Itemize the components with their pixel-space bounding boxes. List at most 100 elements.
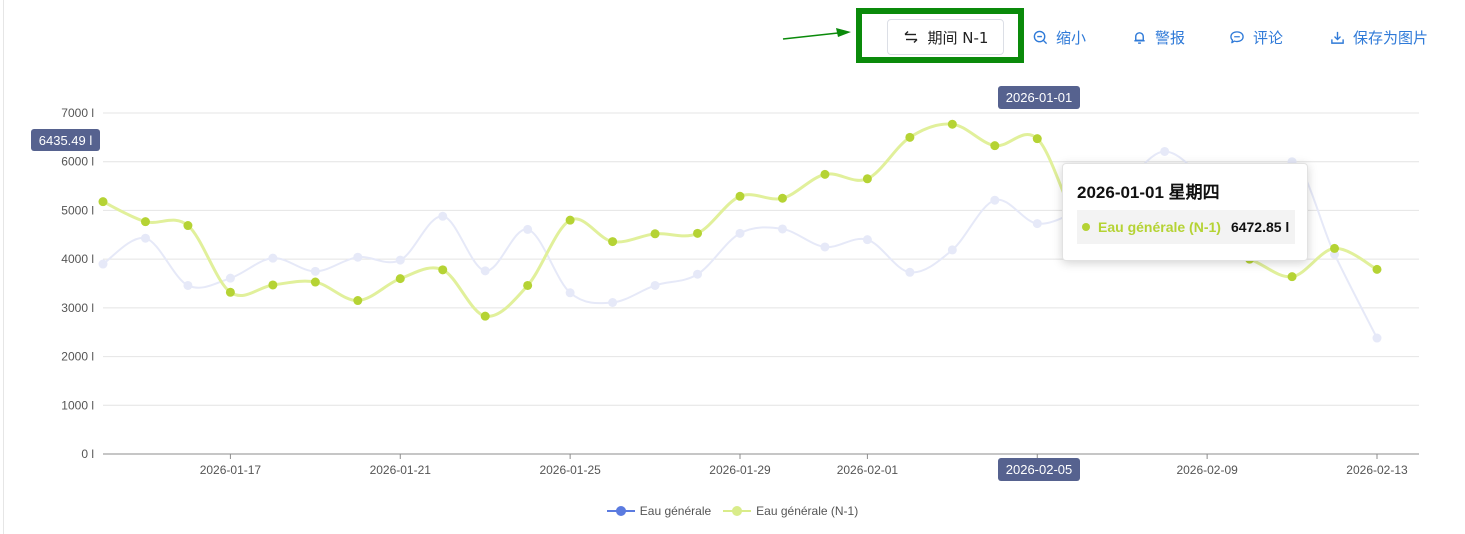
annotation-arrow-line: [782, 32, 839, 40]
alert-label: 警报: [1155, 28, 1186, 47]
alert-button[interactable]: 警报: [1131, 18, 1185, 56]
x-axis-pointer-bottom-label: [998, 458, 1080, 481]
data-point-eau-generale-n1: [947, 119, 957, 129]
data-point-eau-generale-n1: [777, 193, 787, 203]
data-point-eau-generale: [650, 280, 660, 290]
left-border: [3, 0, 4, 534]
y-tick-label: 4000 l: [61, 252, 94, 266]
data-point-eau-generale-n1: [735, 191, 745, 201]
x-tick-label: 2026-01-25: [539, 463, 601, 477]
y-tick-label: 5000 l: [61, 203, 94, 217]
data-point-eau-generale-n1: [905, 132, 915, 142]
x-tick-label: 2026-01-29: [709, 463, 771, 477]
y-tick-label: 2000 l: [61, 350, 94, 364]
zoom-out-label: 缩小: [1056, 28, 1087, 47]
chart-toolbar: 缩小 警报 评论 保存为图片: [0, 18, 1465, 58]
y-axis-pointer-text: 6435.49 l: [39, 133, 93, 148]
x-tick-label: 2026-02-09: [1176, 463, 1238, 477]
data-point-eau-generale-n1: [650, 229, 660, 239]
tooltip-value: 6472.85 l: [1230, 219, 1290, 235]
data-point-eau-generale: [990, 195, 1000, 205]
data-point-eau-generale: [820, 242, 830, 252]
y-axis-pointer-label: [31, 129, 100, 151]
data-point-eau-generale: [862, 235, 872, 245]
data-point-eau-generale-n1: [353, 296, 363, 306]
data-point-eau-generale-n1: [608, 237, 618, 247]
data-point-eau-generale: [905, 267, 915, 277]
data-point-eau-generale: [353, 252, 363, 262]
data-point-eau-generale-n1: [820, 169, 830, 179]
data-point-eau-generale-n1: [1287, 272, 1297, 282]
data-point-eau-generale: [1032, 219, 1042, 229]
data-point-eau-generale: [523, 224, 533, 234]
x-tick-label: 2026-01-21: [370, 463, 432, 477]
data-point-eau-generale: [777, 224, 787, 234]
data-point-eau-generale: [310, 266, 320, 276]
legend-label: Eau générale (N-1): [756, 504, 859, 518]
zoom-out-button[interactable]: 缩小: [1032, 18, 1086, 56]
annotation-arrow-head: [836, 28, 851, 37]
data-point-eau-generale-n1: [140, 217, 150, 227]
period-n1-label: 期间 N-1: [927, 28, 989, 47]
chart-legend: Eau générale Eau générale (N-1): [0, 503, 1465, 519]
swap-arrows-icon: [903, 30, 919, 44]
data-point-eau-generale: [480, 266, 490, 276]
data-point-eau-generale: [438, 211, 448, 221]
bell-icon: [1131, 29, 1147, 45]
comment-bubble-icon: [1229, 29, 1245, 45]
period-n1-button[interactable]: 期间 N-1: [887, 19, 1004, 55]
data-point-eau-generale: [608, 297, 618, 307]
data-point-eau-generale: [98, 259, 108, 269]
legend-item-eau-generale-n1[interactable]: Eau générale (N-1): [723, 503, 858, 519]
save-image-label: 保存为图片: [1353, 28, 1429, 47]
tooltip-title: 2026-01-01 星期四: [1077, 183, 1220, 202]
data-point-eau-generale: [565, 288, 575, 298]
y-tick-label: 6000 l: [61, 155, 94, 169]
tooltip-series-name: Eau générale (N-1): [1098, 219, 1221, 235]
x-axis-pointer-top-text: 2026-01-01: [1006, 90, 1073, 105]
data-point-eau-generale: [1160, 146, 1170, 156]
data-point-eau-generale-n1: [1032, 134, 1042, 144]
data-point-eau-generale-n1: [862, 174, 872, 184]
legend-marker: [606, 503, 635, 519]
legend-item-eau-generale[interactable]: Eau générale: [606, 503, 712, 519]
save-image-button[interactable]: 保存为图片: [1329, 18, 1428, 56]
data-point-eau-generale-n1: [310, 277, 320, 287]
data-point-eau-generale-n1: [480, 311, 490, 321]
data-point-eau-generale: [268, 253, 278, 263]
x-tick-label: 2026-01-17: [200, 463, 262, 477]
tooltip-row: Eau générale (N-1) 6472.85 l: [1077, 210, 1295, 244]
data-point-eau-generale: [183, 280, 193, 290]
data-point-eau-generale-n1: [523, 280, 533, 290]
comment-button[interactable]: 评论: [1229, 18, 1283, 56]
x-tick-label: 2026-02-01: [837, 463, 899, 477]
x-tick-label: 2026-02-13: [1346, 463, 1408, 477]
data-point-eau-generale: [1372, 333, 1382, 343]
data-point-eau-generale: [395, 255, 405, 265]
y-tick-label: 3000 l: [61, 301, 94, 315]
data-point-eau-generale-n1: [98, 197, 108, 207]
data-point-eau-generale: [140, 233, 150, 243]
data-point-eau-generale-n1: [990, 141, 1000, 151]
legend-label: Eau générale: [639, 504, 712, 518]
comment-label: 评论: [1253, 28, 1284, 47]
y-tick-label: 7000 l: [61, 106, 94, 120]
data-point-eau-generale-n1: [438, 265, 448, 275]
legend-marker: [723, 503, 752, 519]
tooltip-series-dot: [1082, 223, 1090, 231]
y-tick-label: 0 l: [81, 447, 94, 461]
x-axis-pointer-top-label: [998, 86, 1080, 109]
zoom-out-icon: [1032, 29, 1048, 45]
data-point-eau-generale-n1: [1330, 243, 1340, 253]
y-tick-label: 1000 l: [61, 398, 94, 412]
data-point-eau-generale-n1: [1372, 264, 1382, 274]
data-point-eau-generale: [693, 269, 703, 279]
data-point-eau-generale: [735, 228, 745, 238]
data-point-eau-generale-n1: [693, 228, 703, 238]
x-axis-pointer-bottom-text: 2026-02-05: [1006, 462, 1073, 477]
data-point-eau-generale-n1: [395, 274, 405, 284]
chart-tooltip: 2026-01-01 星期四 Eau générale (N-1) 6472.8…: [1062, 163, 1308, 261]
data-point-eau-generale: [947, 245, 957, 255]
data-point-eau-generale-n1: [225, 287, 235, 297]
